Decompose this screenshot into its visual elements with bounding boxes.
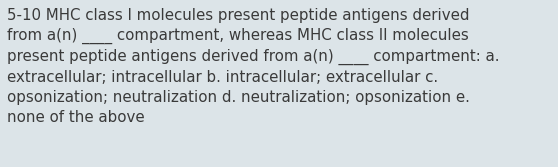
Text: 5-10 MHC class I molecules present peptide antigens derived
from a(n) ____ compa: 5-10 MHC class I molecules present pepti… <box>7 8 500 125</box>
